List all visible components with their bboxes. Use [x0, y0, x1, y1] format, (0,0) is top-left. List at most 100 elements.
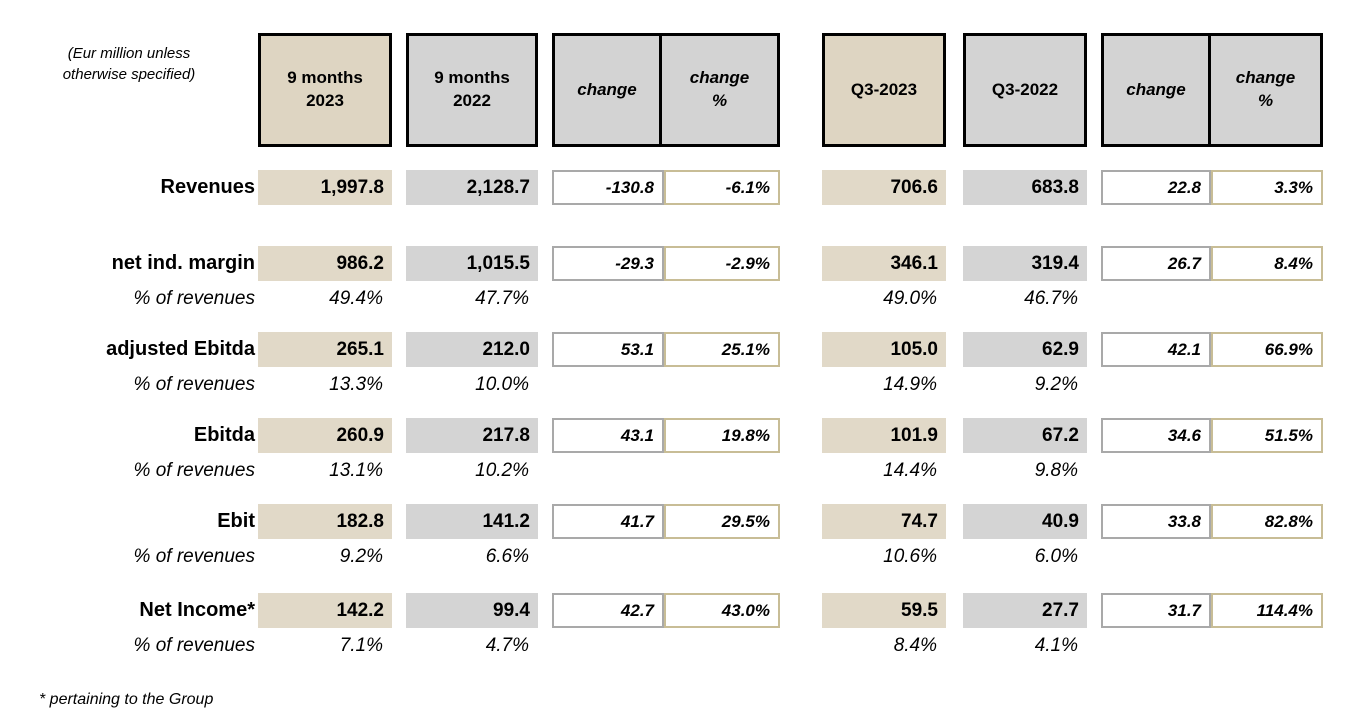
pct-of-revenues-row: % of revenues 9.2% 6.6% 10.6% 6.0% — [0, 541, 1354, 572]
row-label: Ebit — [217, 510, 255, 532]
header-q3-2022: Q3-2022 — [963, 33, 1087, 147]
pct-9m-2023: 13.3% — [329, 373, 383, 395]
pct-row-label: % of revenues — [133, 545, 255, 567]
value-q3-2022: 62.9 — [963, 332, 1087, 367]
value-9m-2023: 986.2 — [258, 246, 392, 281]
value-q3-2022: 683.8 — [963, 170, 1087, 205]
value-change-pct-q3: 82.8% — [1211, 504, 1323, 539]
header-change-pct-q3: change % — [1235, 68, 1296, 110]
table-row: adjusted Ebitda 265.1 212.0 53.1 25.1% 1… — [0, 332, 1354, 367]
pct-row-label: % of revenues — [133, 373, 255, 395]
pct-9m-2022: 6.6% — [485, 545, 529, 567]
value-9m-2022: 212.0 — [406, 332, 538, 367]
value-9m-2023: 142.2 — [258, 593, 392, 628]
pct-9m-2023: 13.1% — [329, 459, 383, 481]
value-q3-2023: 74.7 — [822, 504, 946, 539]
header-change-q3: change — [1104, 36, 1211, 144]
table-header-row: (Eur million unless otherwise specified)… — [0, 33, 1354, 147]
row-group-adjusted-ebitda: adjusted Ebitda 265.1 212.0 53.1 25.1% 1… — [0, 332, 1354, 400]
pct-row-label: % of revenues — [133, 287, 255, 309]
pct-q3-2022: 9.2% — [1034, 373, 1078, 395]
value-9m-2022: 217.8 — [406, 418, 538, 453]
value-change-9m: 53.1 — [552, 332, 664, 367]
table-row: Ebit 182.8 141.2 41.7 29.5% 74.7 40.9 33… — [0, 504, 1354, 539]
value-change-pct-9m: 29.5% — [664, 504, 780, 539]
pct-of-revenues-row: % of revenues 13.3% 10.0% 14.9% 9.2% — [0, 369, 1354, 400]
pct-q3-2022: 46.7% — [1024, 287, 1078, 309]
table-row: Ebitda 260.9 217.8 43.1 19.8% 101.9 67.2… — [0, 418, 1354, 453]
value-change-9m: 41.7 — [552, 504, 664, 539]
pct-9m-2022: 10.0% — [475, 373, 529, 395]
pct-9m-2023: 9.2% — [339, 545, 383, 567]
value-change-9m: -29.3 — [552, 246, 664, 281]
pct-9m-2022: 47.7% — [475, 287, 529, 309]
value-9m-2023: 265.1 — [258, 332, 392, 367]
pct-q3-2023: 14.4% — [883, 459, 937, 481]
value-9m-2022: 141.2 — [406, 504, 538, 539]
pct-q3-2023: 49.0% — [883, 287, 937, 309]
table-row: Net Income* 142.2 99.4 42.7 43.0% 59.5 2… — [0, 593, 1354, 628]
pct-q3-2022: 6.0% — [1034, 545, 1078, 567]
value-change-q3: 34.6 — [1101, 418, 1211, 453]
row-label: net ind. margin — [111, 252, 255, 274]
value-q3-2023: 706.6 — [822, 170, 946, 205]
value-9m-2023: 260.9 — [258, 418, 392, 453]
value-change-pct-q3: 51.5% — [1211, 418, 1323, 453]
value-change-9m: 43.1 — [552, 418, 664, 453]
header-9-months-2023: 9 months 2023 — [258, 33, 392, 147]
row-label: adjusted Ebitda — [106, 338, 255, 360]
row-label: Net Income* — [139, 599, 255, 621]
value-9m-2022: 99.4 — [406, 593, 538, 628]
row-group-ebit: Ebit 182.8 141.2 41.7 29.5% 74.7 40.9 33… — [0, 504, 1354, 572]
pct-9m-2023: 7.1% — [339, 634, 383, 656]
pct-q3-2023: 14.9% — [883, 373, 937, 395]
pct-9m-2023: 49.4% — [329, 287, 383, 309]
header-change-pair-9m: change change % — [552, 33, 780, 147]
value-change-pct-9m: 19.8% — [664, 418, 780, 453]
row-group-net-income: Net Income* 142.2 99.4 42.7 43.0% 59.5 2… — [0, 593, 1354, 661]
footnote: * pertaining to the Group — [39, 691, 214, 708]
pct-9m-2022: 10.2% — [475, 459, 529, 481]
header-q3-2023: Q3-2023 — [822, 33, 946, 147]
pct-q3-2023: 10.6% — [883, 545, 937, 567]
value-9m-2023: 1,997.8 — [258, 170, 392, 205]
pct-q3-2023: 8.4% — [893, 634, 937, 656]
row-group-net-ind-margin: net ind. margin 986.2 1,015.5 -29.3 -2.9… — [0, 246, 1354, 314]
value-change-pct-9m: 25.1% — [664, 332, 780, 367]
value-change-pct-q3: 8.4% — [1211, 246, 1323, 281]
value-change-q3: 31.7 — [1101, 593, 1211, 628]
row-label: Ebitda — [193, 424, 255, 446]
pct-row-label: % of revenues — [133, 459, 255, 481]
value-q3-2023: 59.5 — [822, 593, 946, 628]
header-change-pct-9m: change % — [689, 68, 750, 110]
value-q3-2023: 346.1 — [822, 246, 946, 281]
value-change-pct-q3: 3.3% — [1211, 170, 1323, 205]
value-9m-2023: 182.8 — [258, 504, 392, 539]
value-change-pct-9m: -2.9% — [664, 246, 780, 281]
value-change-pct-9m: 43.0% — [664, 593, 780, 628]
value-change-9m: -130.8 — [552, 170, 664, 205]
value-change-q3: 22.8 — [1101, 170, 1211, 205]
table-row: Revenues 1,997.8 2,128.7 -130.8 -6.1% 70… — [0, 170, 1354, 205]
value-change-pct-9m: -6.1% — [664, 170, 780, 205]
pct-of-revenues-row: % of revenues 7.1% 4.7% 8.4% 4.1% — [0, 630, 1354, 661]
value-q3-2022: 40.9 — [963, 504, 1087, 539]
value-q3-2022: 67.2 — [963, 418, 1087, 453]
value-9m-2022: 2,128.7 — [406, 170, 538, 205]
units-note: (Eur million unless otherwise specified) — [62, 45, 196, 83]
header-9-months-2022: 9 months 2022 — [406, 33, 538, 147]
value-q3-2023: 101.9 — [822, 418, 946, 453]
value-q3-2022: 319.4 — [963, 246, 1087, 281]
pct-q3-2022: 4.1% — [1034, 634, 1078, 656]
value-change-pct-q3: 66.9% — [1211, 332, 1323, 367]
value-q3-2023: 105.0 — [822, 332, 946, 367]
row-group-ebitda: Ebitda 260.9 217.8 43.1 19.8% 101.9 67.2… — [0, 418, 1354, 486]
pct-of-revenues-row: % of revenues 13.1% 10.2% 14.4% 9.8% — [0, 455, 1354, 486]
header-change-pair-q3: change change % — [1101, 33, 1323, 147]
value-change-q3: 26.7 — [1101, 246, 1211, 281]
pct-row-label: % of revenues — [133, 634, 255, 656]
header-change-9m: change — [555, 36, 662, 144]
value-change-q3: 33.8 — [1101, 504, 1211, 539]
value-change-q3: 42.1 — [1101, 332, 1211, 367]
